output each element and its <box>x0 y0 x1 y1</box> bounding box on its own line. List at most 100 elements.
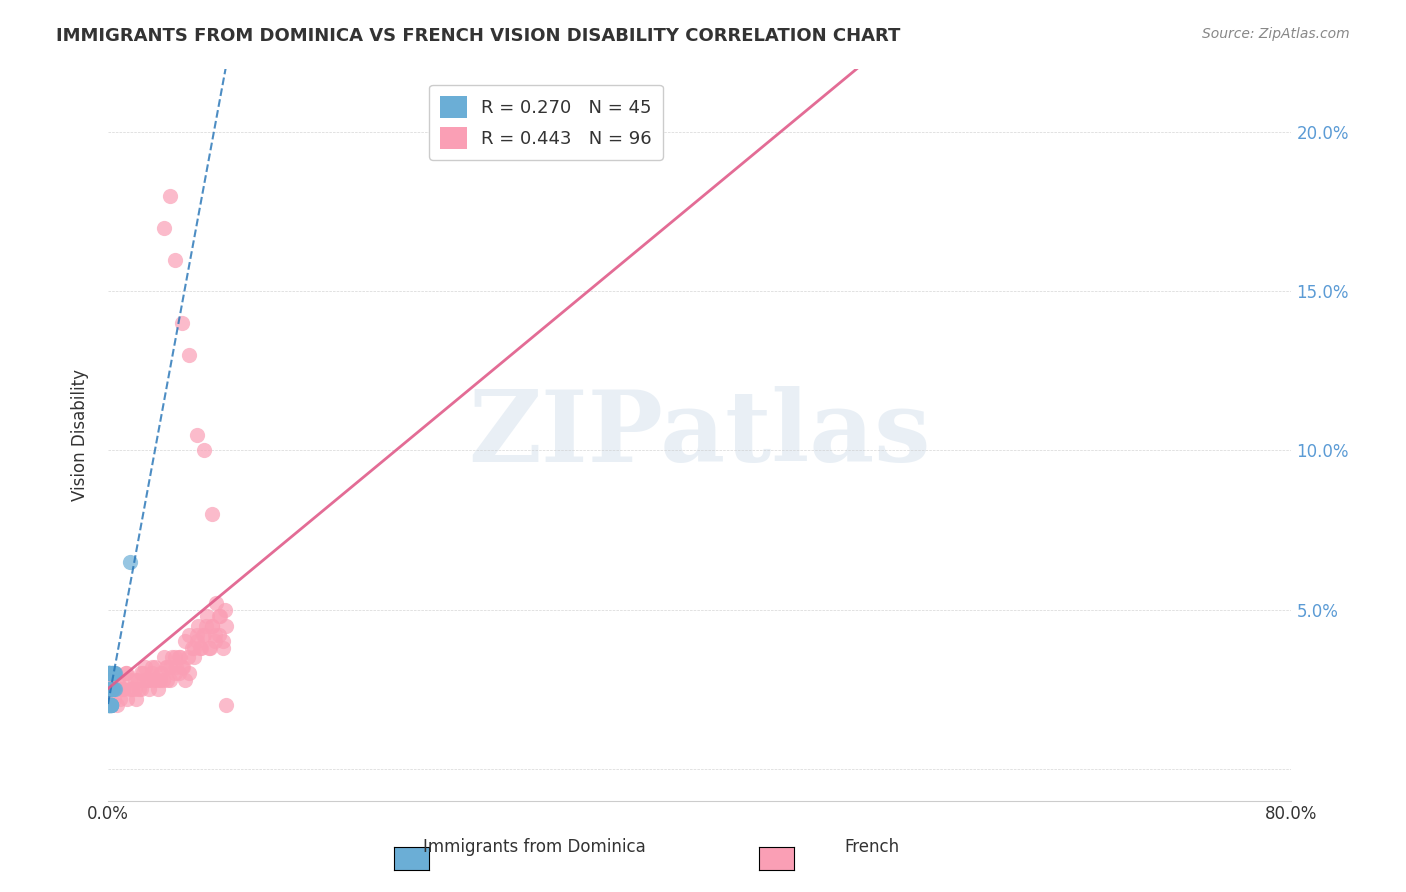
Point <box>153 220 176 235</box>
Point <box>98 698 121 713</box>
Point <box>98 698 121 713</box>
Text: Source: ZipAtlas.com: Source: ZipAtlas.com <box>1202 27 1350 41</box>
Point <box>100 682 122 697</box>
Point <box>204 634 226 648</box>
Point <box>200 507 222 521</box>
Point <box>105 698 128 713</box>
Point <box>153 650 176 665</box>
Text: IMMIGRANTS FROM DOMINICA VS FRENCH VISION DISABILITY CORRELATION CHART: IMMIGRANTS FROM DOMINICA VS FRENCH VISIO… <box>56 27 901 45</box>
Point <box>100 698 122 713</box>
Point <box>104 666 127 681</box>
Point <box>209 609 232 624</box>
Point <box>100 682 122 697</box>
Point <box>132 666 155 681</box>
Point <box>100 682 122 697</box>
Point <box>101 666 124 681</box>
Point <box>174 673 197 687</box>
Point <box>98 666 121 681</box>
Point <box>98 666 121 681</box>
Point <box>152 673 174 687</box>
Point <box>114 666 136 681</box>
Point <box>111 682 134 697</box>
Text: ZIPatlas: ZIPatlas <box>468 386 931 483</box>
Point <box>163 650 186 665</box>
Point <box>195 609 218 624</box>
Point <box>98 666 121 681</box>
Point <box>101 682 124 697</box>
Point <box>159 660 181 674</box>
Point <box>174 634 197 648</box>
Point <box>100 682 122 697</box>
Point <box>100 698 122 713</box>
Point <box>186 628 208 642</box>
Point <box>142 673 165 687</box>
Point <box>125 691 148 706</box>
Point <box>170 660 193 674</box>
Point <box>101 682 124 697</box>
Point <box>148 682 170 697</box>
Legend: R = 0.270   N = 45, R = 0.443   N = 96: R = 0.270 N = 45, R = 0.443 N = 96 <box>429 85 662 160</box>
Point <box>114 666 136 681</box>
Point <box>101 682 124 697</box>
Point <box>98 682 121 697</box>
Point <box>156 673 179 687</box>
Point <box>134 673 156 687</box>
Point <box>177 650 200 665</box>
Point <box>120 555 142 569</box>
Point <box>101 666 124 681</box>
Point <box>121 682 143 697</box>
Point <box>111 682 134 697</box>
Point <box>194 618 217 632</box>
Point <box>193 443 215 458</box>
Point <box>200 618 222 632</box>
Point <box>100 682 122 697</box>
Point <box>104 682 127 697</box>
Point <box>170 316 193 330</box>
Point <box>159 673 181 687</box>
Point <box>156 660 179 674</box>
Point <box>167 666 190 681</box>
Point <box>103 666 125 681</box>
Point <box>100 666 122 681</box>
Point <box>127 673 149 687</box>
Point <box>167 650 190 665</box>
Point <box>115 691 138 706</box>
Point <box>124 673 146 687</box>
Point <box>215 618 238 632</box>
Point <box>129 666 152 681</box>
Point <box>204 628 226 642</box>
Point <box>98 673 121 687</box>
Point <box>163 666 186 681</box>
Point <box>100 682 122 697</box>
Point <box>108 691 131 706</box>
Point <box>181 640 204 655</box>
Point <box>98 666 121 681</box>
Point <box>100 698 122 713</box>
Point <box>141 660 163 674</box>
Point <box>190 640 212 655</box>
Point <box>149 673 172 687</box>
Point <box>98 698 121 713</box>
Point <box>101 666 124 681</box>
Point <box>165 660 187 674</box>
Point <box>98 682 121 697</box>
Point <box>98 666 121 681</box>
Point <box>129 682 152 697</box>
Point <box>98 682 121 697</box>
Point <box>101 682 124 697</box>
Point <box>215 698 238 713</box>
Point <box>101 682 124 697</box>
Point <box>191 628 214 642</box>
Text: Immigrants from Dominica: Immigrants from Dominica <box>423 838 645 856</box>
Point <box>188 640 211 655</box>
Point <box>98 698 121 713</box>
Point <box>163 252 186 267</box>
Point <box>172 660 194 674</box>
Point <box>208 609 231 624</box>
Point <box>134 660 156 674</box>
Point <box>197 640 219 655</box>
Point <box>146 673 169 687</box>
Point <box>120 682 142 697</box>
Point <box>100 682 122 697</box>
Point <box>169 650 191 665</box>
